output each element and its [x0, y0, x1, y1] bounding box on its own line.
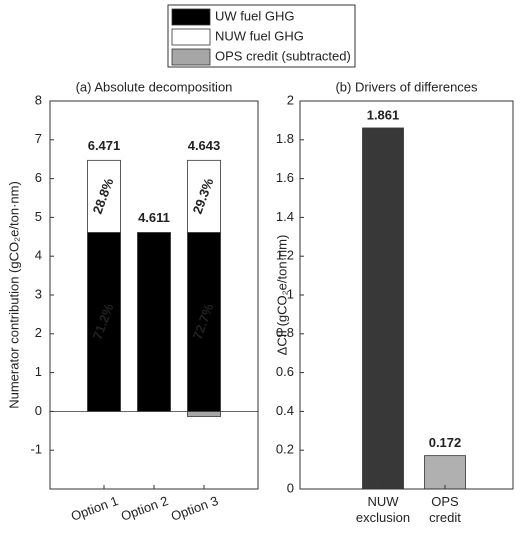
- bar: [424, 455, 466, 490]
- y-tick-label: 0: [35, 403, 42, 418]
- x-tick-label: Option 1: [69, 493, 120, 524]
- bar: [362, 127, 404, 490]
- legend-swatch: [171, 8, 211, 26]
- chart-title: (a) Absolute decomposition: [76, 79, 233, 94]
- axes-box: [49, 100, 259, 490]
- y-tick-label: 6: [35, 170, 42, 185]
- y-tick-label: 4: [35, 248, 42, 263]
- y-tick-label: 3: [35, 286, 42, 301]
- x-tick-label: OPS credit: [429, 494, 461, 525]
- y-axis-label: ΔCII (gCO₂e/ton·nm): [274, 235, 289, 356]
- legend-label: NUW fuel GHG: [215, 28, 304, 43]
- y-tick-label: 2: [35, 325, 42, 340]
- bar-segment: [187, 159, 221, 233]
- legend-swatch: [171, 48, 211, 66]
- bar-segment: [137, 232, 171, 412]
- legend-swatch: [171, 28, 211, 46]
- value-label: 1.861: [367, 107, 400, 122]
- x-tick-label: NUW exclusion: [355, 494, 411, 525]
- y-axis-label: Numerator contribution (gCO₂e/ton·nm): [6, 181, 21, 409]
- y-tick-label: 7: [35, 131, 42, 146]
- total-label: 4.643: [188, 138, 221, 153]
- y-tick-label: 8: [35, 92, 42, 107]
- y-tick-label: 1.8: [276, 131, 294, 146]
- y-tick-label: 1: [35, 364, 42, 379]
- y-tick-label: 0.6: [276, 364, 294, 379]
- y-tick-label: -1: [30, 442, 42, 457]
- y-tick-label: 1.2: [276, 248, 294, 263]
- x-tick-label: Option 2: [119, 493, 170, 524]
- y-tick-label: 0.2: [276, 442, 294, 457]
- y-tick-label: 1.4: [276, 209, 294, 224]
- y-tick-label: 0: [287, 480, 294, 495]
- bar-segment: [87, 159, 121, 233]
- chart-title: (b) Drivers of differences: [335, 79, 478, 94]
- y-tick-label: 5: [35, 209, 42, 224]
- x-tick-label: Option 3: [169, 493, 220, 524]
- y-tick-label: 0.4: [276, 403, 294, 418]
- legend-label: UW fuel GHG: [215, 8, 294, 23]
- total-label: 4.611: [138, 210, 170, 225]
- y-tick-label: 1: [287, 286, 294, 301]
- y-tick-label: 2: [287, 92, 294, 107]
- value-label: 0.172: [429, 435, 462, 450]
- axes-box: [299, 100, 514, 490]
- y-tick-label: 1.6: [276, 170, 294, 185]
- bar-segment: [187, 410, 221, 417]
- legend-label: OPS credit (subtracted): [215, 48, 351, 63]
- bar-segment: [87, 232, 121, 412]
- total-label: 6.471: [88, 138, 121, 153]
- y-tick-label: 0.8: [276, 325, 294, 340]
